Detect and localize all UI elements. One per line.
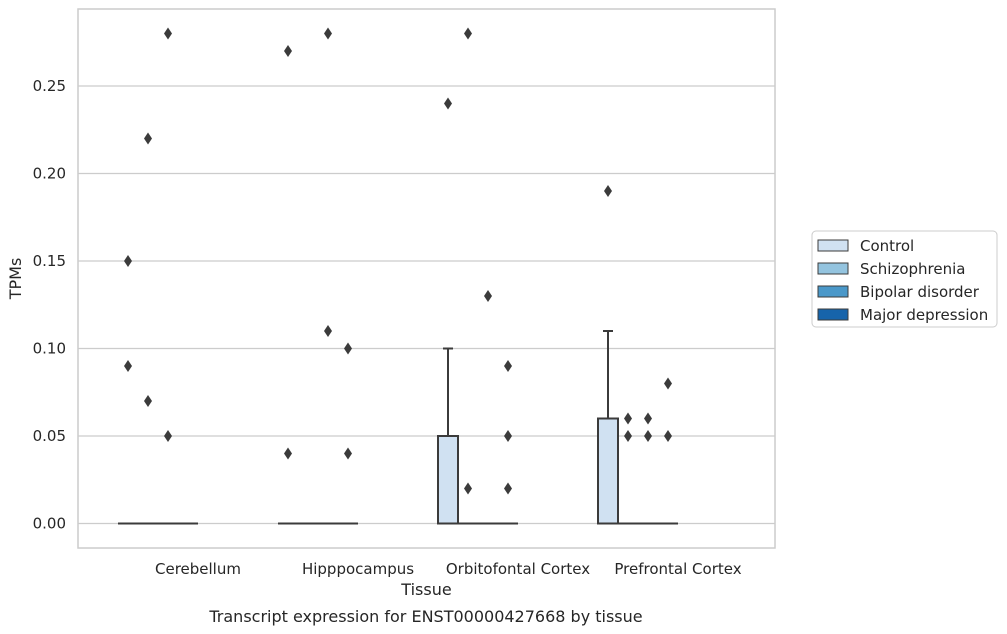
outlier-point [484, 290, 492, 302]
outlier-point [324, 27, 332, 40]
outlier-point [144, 395, 152, 407]
x-tick-label: Prefrontal Cortex [614, 560, 741, 578]
outlier-point [504, 482, 512, 495]
legend-swatch [817, 239, 849, 252]
y-tick-label: 0.25 [33, 77, 66, 95]
legend-entry: Schizophrenia [860, 260, 965, 278]
legend-entry: Control [860, 237, 914, 255]
outlier-point [324, 325, 332, 337]
box-body [597, 417, 619, 525]
legend: Control Schizophrenia Bipolar disorder Majo… [811, 230, 998, 328]
x-axis-ticks: Cerebellum Hipppocampus Orbitofontal Corte… [155, 560, 742, 578]
y-tick-label: 0.05 [33, 427, 66, 445]
outlier-point [664, 430, 672, 442]
outlier-point [344, 447, 352, 460]
outlier-point [124, 360, 132, 372]
x-tick-label: Hipppocampus [302, 560, 414, 578]
legend-frame [811, 230, 998, 328]
y-tick-label: 0.10 [33, 340, 66, 358]
x-tick-label: Cerebellum [155, 560, 241, 578]
outlier-point [164, 27, 172, 40]
plot-frame [77, 8, 776, 549]
outlier-point [144, 132, 152, 145]
box-body [437, 435, 459, 525]
y-axis-ticks: 0.00 0.05 0.10 0.15 0.20 0.25 [33, 77, 66, 533]
x-tick-label: Orbitofontal Cortex [446, 560, 590, 578]
outlier-point [504, 430, 512, 442]
outlier-point [624, 412, 632, 425]
y-axis-label: TPMs [6, 258, 25, 301]
outlier-point [124, 255, 132, 267]
outlier-point [504, 360, 512, 372]
gridlines [78, 85, 775, 525]
outlier-point [284, 447, 292, 460]
legend-swatch [817, 285, 849, 298]
legend-swatch [817, 262, 849, 275]
outlier-point [664, 377, 672, 390]
x-axis-label: Tissue [400, 580, 451, 599]
outlier-point [604, 185, 612, 197]
y-tick-label: 0.00 [33, 515, 66, 533]
box-control [597, 330, 619, 525]
outliers [124, 27, 672, 495]
legend-entry: Major depression [860, 306, 988, 324]
outlier-point [624, 430, 632, 442]
legend-swatch [817, 308, 849, 321]
outlier-point [284, 45, 292, 57]
box-control [437, 347, 459, 525]
outlier-point [444, 97, 452, 110]
boxes [118, 330, 678, 525]
y-tick-label: 0.15 [33, 252, 66, 270]
outlier-point [344, 342, 352, 355]
outlier-point [644, 430, 652, 442]
legend-entry: Bipolar disorder [860, 283, 980, 301]
outlier-point [464, 27, 472, 40]
outlier-point [164, 430, 172, 442]
chart-caption: Transcript expression for ENST0000042766… [208, 607, 642, 626]
outlier-point [464, 482, 472, 495]
outlier-point [644, 412, 652, 425]
y-tick-label: 0.20 [33, 165, 66, 183]
